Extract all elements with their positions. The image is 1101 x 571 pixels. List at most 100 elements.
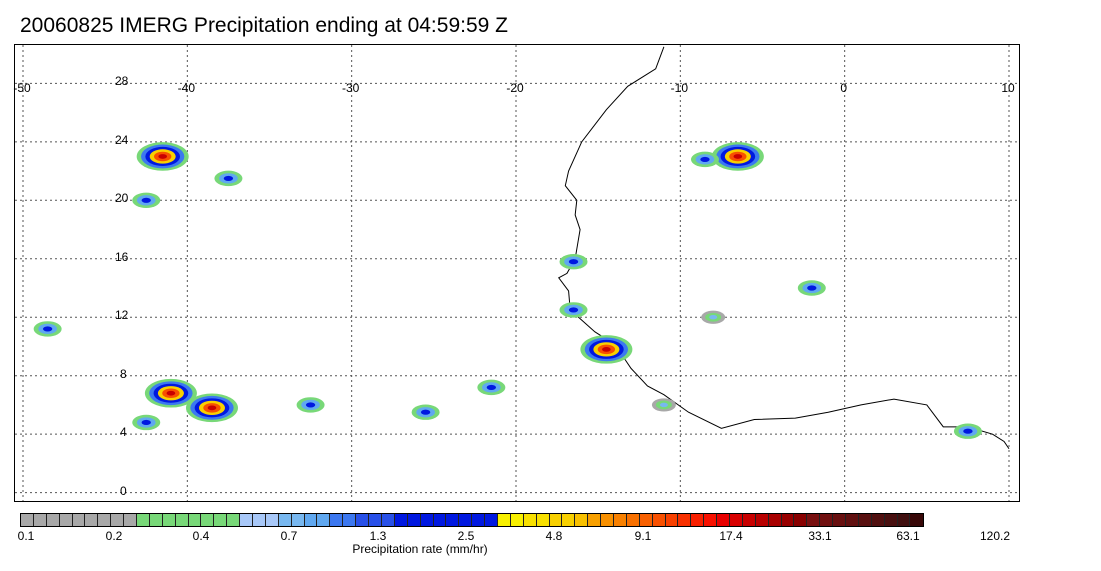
colorbar-tick-label: 0.2	[105, 529, 123, 543]
precip-cell	[486, 384, 497, 390]
latitude-tick-label: 4	[120, 425, 127, 440]
colorbar-swatch	[46, 514, 60, 526]
longitude-tick-label: -10	[670, 81, 688, 95]
map-canvas	[15, 45, 1019, 501]
colorbar-swatch	[575, 514, 589, 526]
colorbar-swatch	[369, 514, 382, 526]
latitude-tick-label: 8	[120, 366, 127, 381]
precip-cell	[141, 197, 151, 203]
precip-cell	[207, 405, 217, 411]
colorbar-swatch	[613, 514, 627, 526]
colorbar-tick-label: 9.1	[634, 529, 652, 543]
colorbar-tick-label: 0.1	[17, 529, 35, 543]
colorbar-swatch	[472, 514, 486, 526]
colorbar-swatch	[562, 514, 576, 526]
colorbar-swatch	[21, 514, 34, 526]
precip-cell	[700, 156, 710, 162]
latitude-tick-label: 16	[115, 249, 129, 264]
colorbar-swatch	[768, 514, 782, 526]
precip-cell	[141, 419, 151, 426]
colorbar-tick-label: 4.8	[545, 529, 563, 543]
precipitation-map	[14, 44, 1020, 502]
colorbar-swatch	[446, 514, 460, 526]
colorbar-swatch	[601, 514, 614, 526]
colorbar-swatch	[330, 514, 344, 526]
colorbar-swatch	[678, 514, 692, 526]
longitude-tick-label: 0	[840, 81, 847, 95]
precip-cell	[602, 347, 611, 352]
colorbar-swatch	[820, 514, 834, 526]
colorbar-swatch	[910, 514, 924, 526]
colorbar-swatch	[59, 514, 73, 526]
colorbar-swatch	[111, 514, 125, 526]
colorbar-swatch	[356, 514, 370, 526]
colorbar-swatch	[149, 514, 163, 526]
precip-cell	[42, 326, 53, 332]
coastline	[557, 46, 1010, 450]
colorbar-swatch	[85, 514, 99, 526]
precip-cell	[158, 154, 168, 159]
colorbar-swatch	[175, 514, 189, 526]
colorbar-swatch	[188, 514, 202, 526]
colorbar-swatch	[407, 514, 421, 526]
colorbar-swatch	[833, 514, 846, 526]
latitude-tick-label: 20	[115, 191, 129, 206]
colorbar-swatch	[588, 514, 602, 526]
colorbar-tick-label: 0.7	[280, 529, 298, 543]
colorbar-swatch	[884, 514, 898, 526]
colorbar-swatch	[717, 514, 730, 526]
colorbar-swatch	[394, 514, 408, 526]
precip-cell	[420, 409, 431, 415]
precip-cell	[223, 175, 234, 181]
colorbar-swatch	[485, 514, 498, 526]
precip-cell	[807, 285, 817, 291]
colorbar-swatch	[897, 514, 911, 526]
colorbar-swatch	[652, 514, 666, 526]
longitude-tick-label: -40	[177, 81, 195, 95]
colorbar-swatch	[794, 514, 808, 526]
colorbar-swatch	[497, 514, 511, 526]
colorbar-swatch	[201, 514, 215, 526]
colorbar-swatch	[253, 514, 266, 526]
latitude-tick-label: 12	[115, 308, 129, 323]
latitude-tick-label: 0	[120, 483, 127, 498]
colorbar-swatch	[536, 514, 550, 526]
colorbar	[20, 513, 925, 527]
colorbar-swatch	[291, 514, 305, 526]
longitude-tick-label: -50	[13, 81, 31, 95]
precip-cell	[709, 315, 718, 320]
colorbar-tick-label: 17.4	[719, 529, 743, 543]
colorbar-swatch	[304, 514, 318, 526]
colorbar-tick-label: 1.3	[369, 529, 387, 543]
colorbar-swatch	[858, 514, 872, 526]
colorbar-swatch	[846, 514, 859, 526]
colorbar-tick-label: 0.4	[192, 529, 210, 543]
colorbar-swatch	[781, 514, 795, 526]
colorbar-swatch	[755, 514, 769, 526]
colorbar-swatch	[265, 514, 279, 526]
colorbar-swatch	[626, 514, 640, 526]
colorbar-swatch	[33, 514, 47, 526]
colorbar-swatch	[510, 514, 524, 526]
precip-cell	[305, 402, 316, 408]
colorbar-swatch	[124, 514, 138, 526]
colorbar-swatch	[420, 514, 434, 526]
colorbar-swatch	[742, 514, 756, 526]
colorbar-swatch	[704, 514, 718, 526]
colorbar-tick-label: 2.5	[457, 529, 475, 543]
colorbar-swatch	[227, 514, 241, 526]
colorbar-swatch	[549, 514, 563, 526]
colorbar-swatch	[240, 514, 254, 526]
map-title: 20060825 IMERG Precipitation ending at 0…	[20, 14, 508, 37]
latitude-tick-label: 28	[115, 74, 129, 89]
colorbar-swatch	[871, 514, 885, 526]
colorbar-swatch	[381, 514, 395, 526]
colorbar-swatch	[343, 514, 357, 526]
latitude-tick-label: 24	[115, 132, 129, 147]
colorbar-title: Precipitation rate (mm/hr)	[352, 542, 488, 556]
precip-cell	[733, 154, 743, 159]
colorbar-swatch	[214, 514, 228, 526]
precip-cell	[568, 307, 579, 313]
colorbar-swatch	[278, 514, 292, 526]
colorbar-swatch	[691, 514, 705, 526]
